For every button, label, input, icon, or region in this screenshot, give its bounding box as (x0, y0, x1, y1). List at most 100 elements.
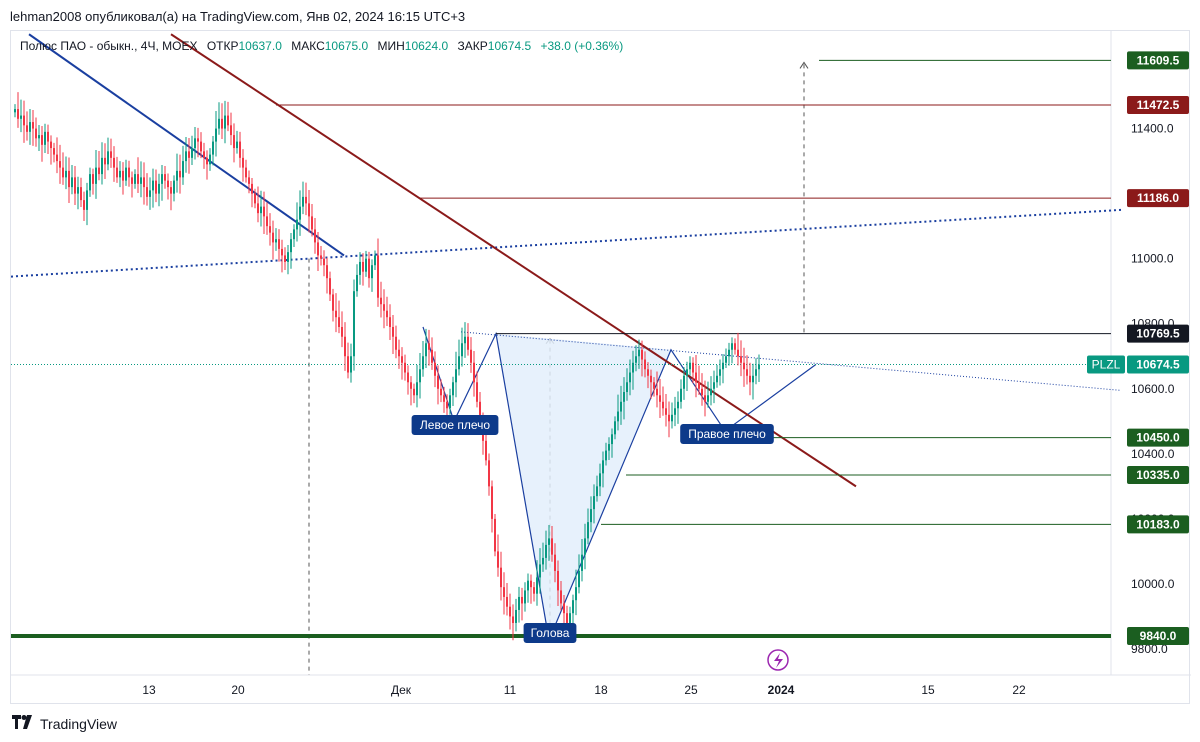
candle-body (674, 408, 676, 415)
price-tag-bg (1127, 355, 1189, 374)
symbol-tag-bg (1087, 355, 1125, 374)
candle-body (311, 216, 313, 230)
candle-body (587, 522, 589, 539)
legend-open-value: 10637.0 (238, 39, 282, 53)
candle-body (578, 570, 580, 588)
candle-body (632, 362, 634, 373)
candle-body (302, 196, 304, 207)
x-tick-label: 2024 (768, 683, 795, 697)
candle-body (380, 297, 382, 305)
candle-body (98, 167, 100, 175)
candle-body (449, 395, 451, 409)
candle-body (77, 187, 79, 194)
candle-body (650, 375, 652, 383)
candle-body (671, 414, 673, 422)
candle-body (389, 317, 391, 327)
candle-body (701, 388, 703, 396)
candle-body (254, 193, 256, 204)
annotation-bg (411, 415, 499, 435)
candle-body (95, 167, 97, 184)
candle-body (329, 278, 331, 295)
candle-body (404, 362, 406, 373)
candle-body (29, 122, 31, 132)
candle-body (269, 226, 271, 233)
candle-body (50, 141, 52, 149)
legend-high-label: МАКС (291, 39, 325, 53)
candle-body (236, 141, 238, 149)
candle-body (179, 170, 181, 178)
candle-body (257, 203, 259, 214)
candle-body (506, 596, 508, 607)
candle-body (599, 473, 601, 487)
candle-body (596, 486, 598, 497)
candle-body (158, 183, 160, 194)
candle-body (65, 170, 67, 178)
candle-body (131, 177, 133, 184)
candle-body (224, 115, 226, 129)
candle-body (59, 161, 61, 168)
candle-body (644, 359, 646, 370)
candle-body (251, 183, 253, 194)
legend-high-value: 10675.0 (324, 39, 369, 53)
candle-body (719, 369, 721, 376)
candle-body (563, 603, 565, 614)
annotation-bg (523, 623, 577, 643)
candle-body (206, 157, 208, 165)
candle-body (428, 343, 430, 350)
candle-body (560, 590, 562, 604)
tradingview-logo-icon (12, 715, 34, 733)
x-tick-label: 20 (231, 683, 245, 697)
x-tick-label: 25 (684, 683, 698, 697)
candle-body (71, 177, 73, 188)
candle-body (401, 356, 403, 363)
candle-body (617, 411, 619, 422)
candle-body (305, 196, 307, 204)
candle-body (335, 310, 337, 318)
candle-body (32, 122, 34, 129)
candle-body (347, 356, 349, 373)
candle-body (161, 174, 163, 184)
candle-body (752, 375, 754, 383)
candle-body (188, 151, 190, 158)
legend-change-value: +38.0 (+0.36%) (540, 39, 624, 53)
candle-body (149, 190, 151, 197)
candle-body (383, 304, 385, 311)
candle-body (119, 170, 121, 178)
price-chart[interactable]: 11400.011000.010800.010600.010400.010200… (11, 31, 1191, 705)
candle-body (143, 177, 145, 188)
candle-body (725, 356, 727, 363)
candle-body (101, 157, 103, 175)
candle-body (749, 375, 751, 383)
candle-body (440, 388, 442, 396)
candle-body (377, 255, 379, 298)
candle-body (104, 157, 106, 165)
candle-body (443, 395, 445, 402)
candle-body (464, 336, 466, 344)
candle-body (53, 148, 55, 155)
candle-body (368, 258, 370, 279)
candle-body (566, 613, 568, 623)
footer-brand[interactable]: TradingView (12, 715, 117, 733)
chart-frame[interactable]: 11400.011000.010800.010600.010400.010200… (10, 30, 1191, 705)
candle-body (47, 131, 49, 142)
candle-body (431, 349, 433, 363)
candle-body (743, 362, 745, 370)
candle-body (167, 180, 169, 188)
candle-body (518, 596, 520, 610)
x-tick-label: 13 (142, 683, 156, 697)
candle-body (500, 567, 502, 588)
legend-low-label: МИН (377, 39, 405, 53)
candle-body (716, 375, 718, 383)
candle-body (611, 434, 613, 445)
y-tick-label: 11400.0 (1131, 122, 1174, 136)
legend-low-value: 10624.0 (404, 39, 449, 53)
candle-body (350, 356, 352, 373)
candle-body (209, 154, 211, 165)
price-tag-bg (1127, 465, 1189, 484)
candle-body (683, 375, 685, 389)
candle-body (614, 421, 616, 435)
candle-body (89, 174, 91, 191)
candle-body (536, 577, 538, 594)
candle-body (590, 509, 592, 523)
candle-body (230, 125, 232, 136)
